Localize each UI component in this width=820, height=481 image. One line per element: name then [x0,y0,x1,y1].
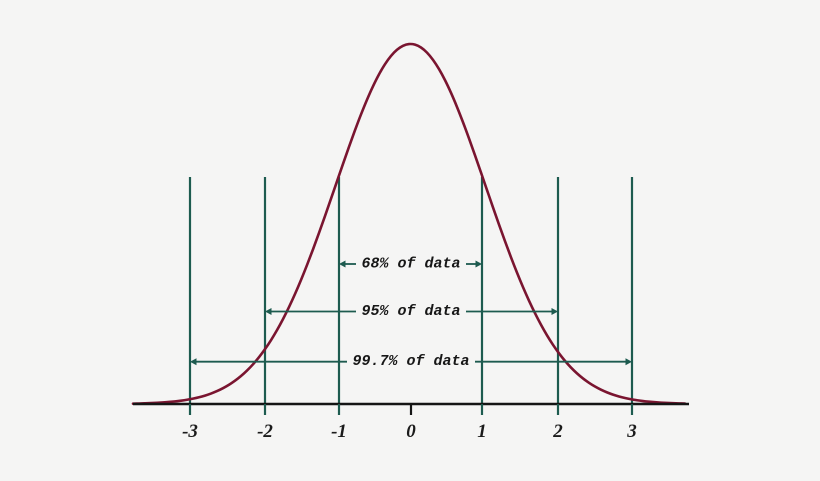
svg-text:0: 0 [406,421,416,442]
svg-text:1: 1 [477,421,487,442]
svg-text:68% of data: 68% of data [361,256,460,273]
svg-text:-2: -2 [257,421,273,442]
svg-text:95% of data: 95% of data [361,303,460,320]
svg-text:2: 2 [552,421,563,442]
svg-text:99.7% of data: 99.7% of data [352,353,469,370]
svg-text:-1: -1 [331,421,347,442]
svg-text:3: 3 [626,421,637,442]
svg-text:-3: -3 [182,421,198,442]
